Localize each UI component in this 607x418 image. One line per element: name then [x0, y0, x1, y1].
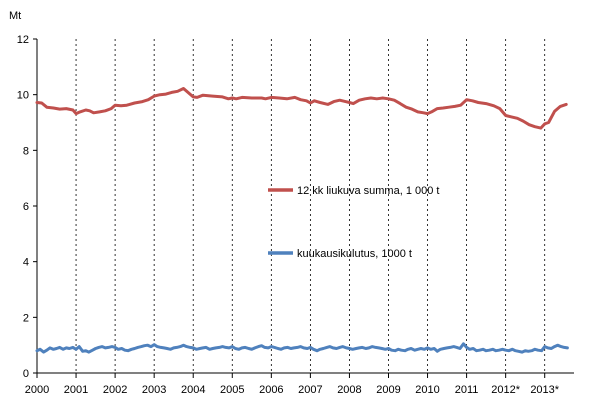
y-tick-label: 4	[23, 257, 29, 269]
x-tick-labels: 2000 2001 2002 2003 2004 2005 2006 2007 2008 2009…	[25, 384, 560, 396]
x-tick-label: 2011	[455, 384, 479, 396]
legend-label-monthly-consumption: kuukausikulutus, 1000 t	[297, 248, 412, 260]
legend-label-rolling-sum: 12 kk liukuva summa, 1 000 t	[297, 185, 439, 197]
y-tick-label: 6	[23, 201, 29, 213]
x-tick-label: 2013*	[530, 384, 559, 396]
y-tick-label: 12	[17, 34, 29, 46]
axes	[33, 38, 574, 378]
y-tick-label: 0	[23, 368, 29, 380]
x-tick-label: 2006	[259, 384, 283, 396]
x-tick-label: 2008	[337, 384, 361, 396]
y-tick-labels: 0 2 4 6 8 10 12	[17, 34, 29, 380]
x-tick-label: 2002	[103, 384, 127, 396]
x-tick-label: 2012*	[491, 384, 520, 396]
x-tick-label: 2005	[220, 384, 244, 396]
x-tick-label: 2001	[64, 384, 88, 396]
grid-lines	[75, 39, 546, 373]
series-line-monthly-consumption	[35, 342, 569, 354]
y-unit-label: Mt	[9, 10, 21, 22]
series-lines	[35, 87, 569, 354]
x-tick-label: 2000	[25, 384, 49, 396]
legend: 12 kk liukuva summa, 1 000 t kuukausikul…	[268, 185, 439, 260]
x-tick-label: 2009	[376, 384, 400, 396]
y-tick-label: 8	[23, 145, 29, 157]
x-tick-label: 2010	[415, 384, 439, 396]
y-tick-label: 10	[17, 90, 29, 102]
x-tick-label: 2004	[181, 384, 205, 396]
series-line-rolling-sum	[35, 87, 568, 130]
x-tick-label: 2007	[298, 384, 322, 396]
x-tick-label: 2003	[142, 384, 166, 396]
y-tick-label: 2	[23, 312, 29, 324]
